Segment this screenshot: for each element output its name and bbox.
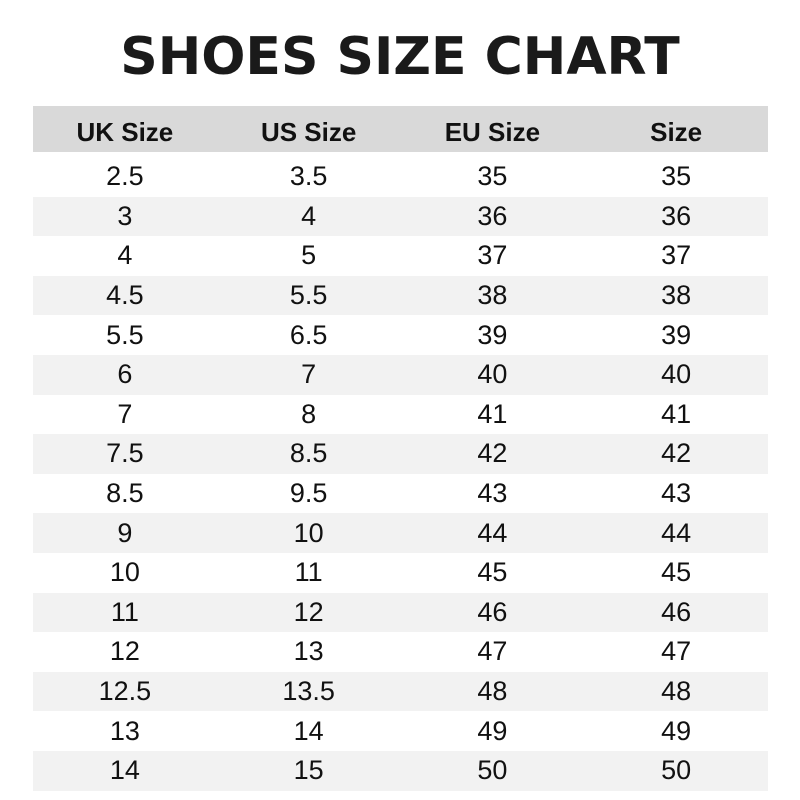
us-size-cell: 11: [294, 557, 323, 588]
table-row: 4 5 37 37: [33, 236, 768, 276]
table-row: 6 7 40 40: [33, 354, 768, 395]
uk-size-cell: 10: [109, 557, 140, 588]
us-size-cell: 13.5: [282, 676, 335, 707]
uk-size-cell: 8.5: [106, 478, 144, 509]
eu-size-cell: 38: [477, 280, 508, 311]
uk-size-cell: 14: [109, 755, 140, 786]
eu-size-cell: 35: [477, 161, 508, 192]
size-cell: 46: [661, 596, 692, 627]
header-eu-size: EU Size: [444, 116, 541, 147]
page-title: SHOES SIZE CHART: [120, 27, 680, 87]
uk-size-cell: 4: [117, 240, 133, 271]
size-cell: 41: [661, 398, 692, 429]
table-row: 5.5 6.5 39 39: [33, 315, 768, 355]
uk-size-cell: 5.5: [106, 319, 144, 350]
us-size-cell: 7: [301, 359, 317, 390]
us-size-cell: 3.5: [289, 161, 328, 192]
size-cell: 50: [661, 755, 692, 786]
us-size-cell: 12: [293, 596, 324, 627]
header-us-size: US Size: [260, 116, 357, 147]
table-row: 8.5 9.5 43 43: [33, 474, 768, 514]
size-cell: 49: [661, 715, 692, 746]
eu-size-cell: 43: [477, 478, 508, 509]
table-row: 9 10 44 44: [33, 513, 768, 553]
size-cell: 44: [661, 517, 692, 548]
eu-size-cell: 40: [477, 359, 508, 390]
uk-size-cell: 12.5: [98, 676, 152, 707]
uk-size-cell: 3: [117, 200, 133, 231]
table-row: 12 13 47 47: [33, 632, 768, 672]
eu-size-cell: 44: [477, 517, 508, 548]
table-row: 12.5 13.5 48 48: [33, 671, 768, 712]
size-cell: 37: [661, 240, 692, 271]
us-size-cell: 6.5: [289, 319, 328, 350]
eu-size-cell: 47: [477, 636, 508, 667]
eu-size-cell: 49: [477, 715, 508, 746]
table-row: 4.5 5.5 38 38: [33, 275, 768, 316]
uk-size-cell: 7.5: [106, 438, 144, 469]
size-cell: 39: [661, 319, 692, 350]
eu-size-cell: 37: [477, 240, 508, 271]
eu-size-cell: 50: [477, 755, 508, 786]
us-size-cell: 9.5: [289, 478, 328, 509]
eu-size-cell: 46: [477, 596, 508, 627]
table-header-row: UK Size US Size EU Size Size: [33, 106, 768, 152]
uk-size-cell: 9: [117, 517, 133, 548]
us-size-cell: 8: [301, 398, 317, 429]
uk-size-cell: 12: [109, 636, 140, 667]
us-size-cell: 4: [301, 200, 317, 231]
table-row: 3 4 36 36: [33, 196, 768, 237]
uk-size-cell: 4.5: [106, 280, 144, 311]
size-cell: 48: [661, 676, 692, 707]
uk-size-cell: 7: [117, 398, 133, 429]
us-size-cell: 5.5: [289, 280, 328, 311]
us-size-cell: 13: [293, 636, 324, 667]
header-uk-size: UK Size: [76, 116, 174, 147]
uk-size-cell: 13: [109, 715, 140, 746]
size-cell: 47: [661, 636, 692, 667]
table-row: 7.5 8.5 42 42: [33, 434, 768, 474]
eu-size-cell: 42: [477, 438, 508, 469]
table-row: 10 11 45 45: [33, 553, 768, 593]
size-cell: 35: [661, 161, 692, 192]
table-row: 13 14 49 49: [33, 711, 768, 751]
eu-size-cell: 48: [477, 676, 508, 707]
us-size-cell: 10: [293, 517, 324, 548]
eu-size-cell: 41: [477, 398, 508, 429]
uk-size-cell: 2.5: [106, 161, 144, 192]
size-cell: 40: [661, 359, 692, 390]
size-cell: 42: [661, 438, 692, 469]
eu-size-cell: 36: [477, 200, 508, 231]
us-size-cell: 5: [301, 240, 317, 271]
size-cell: 38: [661, 280, 692, 311]
us-size-cell: 8.5: [289, 438, 328, 469]
eu-size-cell: 45: [477, 557, 508, 588]
uk-size-cell: 6: [117, 359, 133, 390]
size-cell: 43: [661, 478, 692, 509]
uk-size-cell: 11: [110, 596, 139, 627]
header-size: Size: [650, 116, 703, 147]
us-size-cell: 15: [293, 755, 324, 786]
table-row: 11 12 46 46: [33, 592, 768, 633]
eu-size-cell: 39: [477, 319, 508, 350]
size-cell: 45: [661, 557, 692, 588]
table-row: 2.5 3.5 35 35: [33, 157, 768, 197]
us-size-cell: 14: [293, 715, 324, 746]
table-row: 14 15 50 50: [33, 750, 768, 791]
size-cell: 36: [661, 200, 692, 231]
size-table: UK Size US Size EU Size Size 2.5 3.5 35 35 3…: [33, 106, 768, 791]
table-row: 7 8 41 41: [33, 395, 768, 435]
